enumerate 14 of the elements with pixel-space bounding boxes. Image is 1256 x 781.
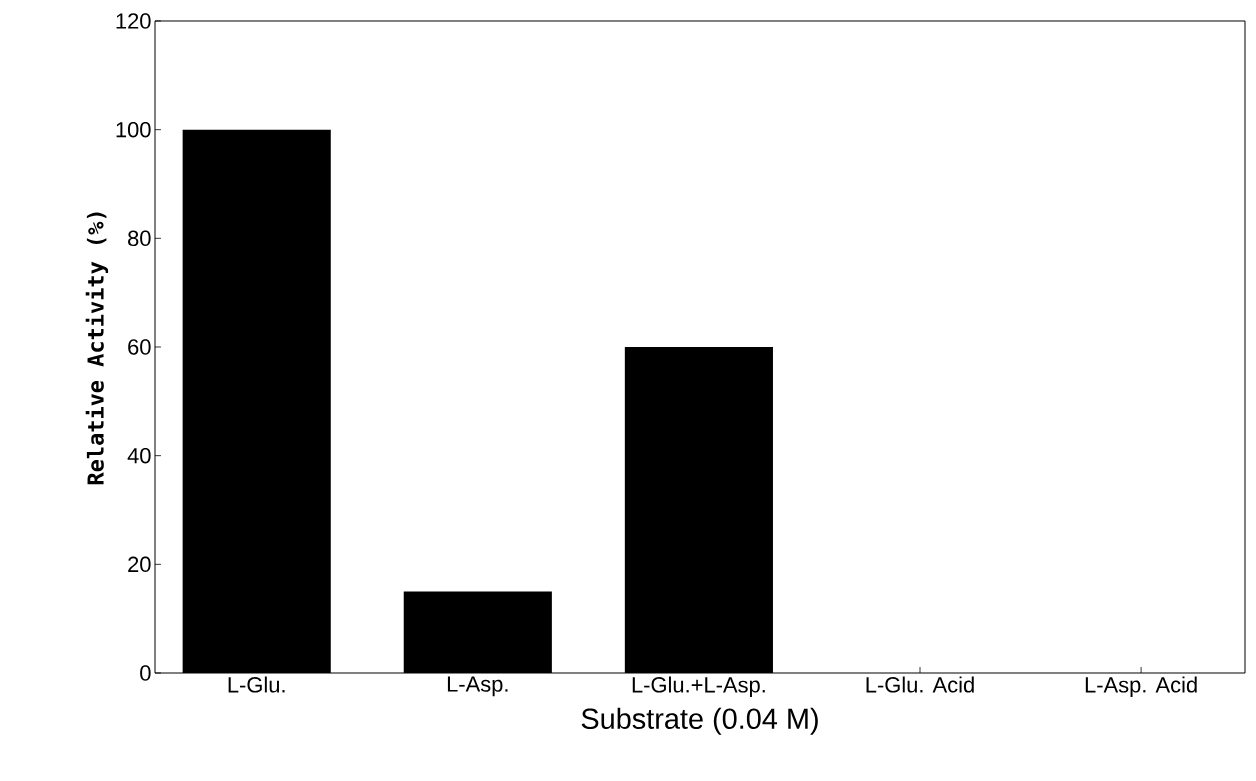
x-tick-label: L-Asp.: [447, 676, 508, 697]
y-tick-label: 120: [116, 13, 151, 29]
x-tick-label: L-Asp. Acid: [1085, 676, 1197, 697]
x-tick-label: L-Glu.+L-Asp.: [632, 676, 765, 697]
x-axis-title: Substrate (0.04 M): [581, 707, 818, 735]
y-tick-label: 80: [128, 230, 151, 247]
x-tick-label: L-Glu.: [228, 676, 285, 693]
y-tick-label: 40: [127, 447, 151, 464]
y-tick-label: 60: [128, 339, 151, 355]
y-tick-label: 20: [128, 556, 151, 573]
x-tick-label: L-Glu. Acid: [866, 676, 974, 693]
y-tick-label: 100: [116, 121, 151, 138]
y-tick-label: 0: [140, 665, 151, 681]
y-axis-title: Relative Activity (%): [85, 212, 109, 485]
